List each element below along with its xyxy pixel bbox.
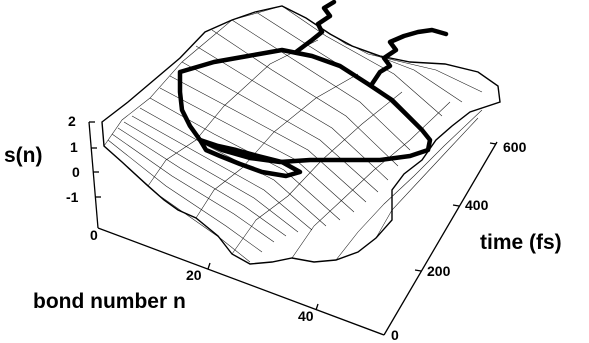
mesh-line [169,75,367,203]
surface-body [101,5,501,265]
trajectory [177,0,449,179]
mesh-line [329,33,483,93]
mesh-line [231,19,411,151]
y-tick-label-400: 400 [465,197,489,213]
surface-mesh [103,5,483,263]
x-axis-line [97,227,385,336]
mesh-line [291,101,451,259]
mesh-line [375,117,479,239]
mesh-line [211,29,399,167]
mesh-line [123,121,299,233]
tick-labels: 2 1 0 -1 0 20 40 0 200 400 600 [66,113,527,343]
surface [101,5,501,265]
trajectory-tail-left [293,0,337,55]
mesh-line [147,39,319,187]
mesh-line [117,127,287,237]
trajectory-tail-right [369,27,449,87]
y-tick-label-600: 600 [503,139,527,155]
z-tick-label-0: 0 [72,164,80,180]
x-tick-label-20: 20 [186,267,202,283]
mesh-line [335,109,483,261]
mesh-line [195,73,359,219]
y-tick-label-200: 200 [427,263,451,279]
mesh-line [195,45,389,181]
mesh-line [159,87,355,213]
x-tick-40 [315,303,319,311]
z-tick-label-2: 2 [68,113,76,129]
y-tick-200 [414,269,422,272]
mesh-line [131,115,313,231]
z-tick-label-m1: -1 [66,189,79,205]
x-axis-title: bond number n [33,290,186,313]
y-axis-title: time (fs) [480,231,562,254]
y-tick-label-0: 0 [391,327,399,343]
x-tick-label-40: 40 [298,308,314,324]
mesh-line [231,91,403,255]
axis-titles: s(n) bond number n time (fs) [4,144,562,313]
x-tick-20 [207,262,211,270]
y-tick-400 [452,204,460,207]
mesh-line [103,5,283,147]
x-tick-label-0: 0 [90,227,98,243]
mesh-line [107,139,263,253]
z-tick-label-1: 1 [70,139,78,155]
mesh-line [111,133,275,243]
trajectory-inner [197,137,303,179]
y-tick-600 [489,142,497,145]
trajectory-loop [177,47,433,165]
y-axis-line [383,141,498,336]
mesh-line [181,61,379,193]
mesh-line [281,5,443,117]
z-axis-title: s(n) [4,144,43,167]
z-axis-line [88,121,99,229]
tick-marks [89,121,497,311]
axes [88,121,498,336]
